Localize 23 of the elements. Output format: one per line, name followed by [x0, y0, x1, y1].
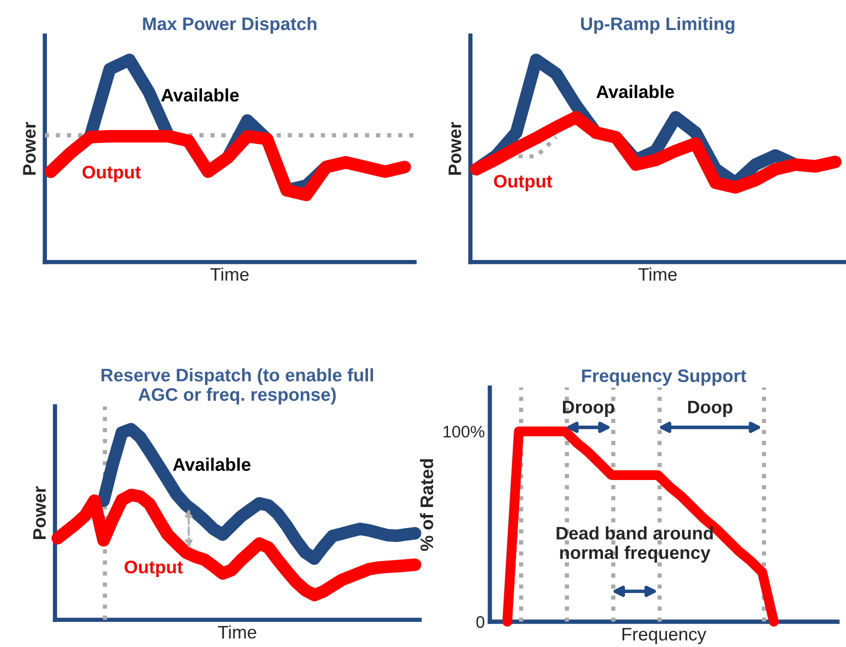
y-axis-title: Power [448, 122, 462, 175]
series-label: Available [172, 458, 250, 471]
series-label: Output [82, 166, 141, 182]
y-tick-label: 0 [476, 616, 484, 628]
y-axis-title: Power [33, 486, 46, 539]
chart-title: Max Power Dispatch [143, 16, 316, 34]
chart-title: Reserve Dispatch (to enable full AGC or freq. response) [102, 368, 373, 405]
chart-title: Up-Ramp Limiting [581, 16, 734, 34]
annotation: Dead band around normal frequency [556, 526, 713, 563]
series-label: Output [124, 560, 183, 577]
series-label: Output [494, 174, 552, 192]
annotation: Droop [562, 400, 614, 418]
y-tick-label: 100% [444, 426, 484, 438]
series-label: Available [596, 84, 674, 98]
series-label: Available [161, 88, 239, 102]
x-axis-title: Time [638, 268, 677, 281]
chart-title: Frequency Support [582, 369, 746, 386]
x-axis-title: Time [218, 625, 256, 639]
y-axis-title: Power [23, 122, 36, 175]
x-axis-title: Time [210, 268, 249, 281]
y-axis-title: % of Rated [420, 459, 434, 551]
x-axis-title: Frequency [622, 628, 706, 644]
annotation: Doop [688, 400, 732, 418]
